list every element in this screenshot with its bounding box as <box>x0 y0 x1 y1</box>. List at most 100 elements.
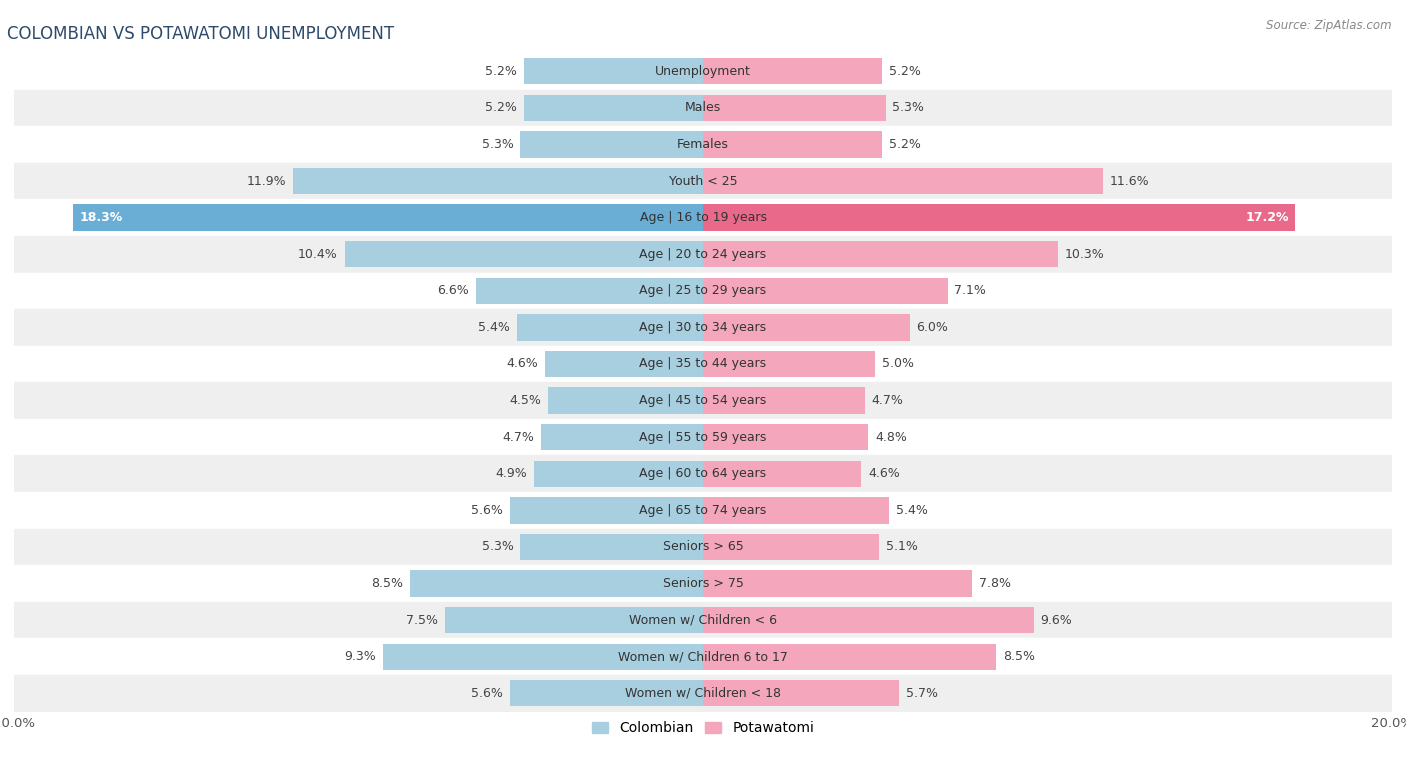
Bar <box>534 460 703 487</box>
Bar <box>14 456 1392 492</box>
Bar <box>703 204 1295 231</box>
Text: 4.6%: 4.6% <box>869 467 900 480</box>
Text: 5.7%: 5.7% <box>907 687 938 699</box>
Bar <box>14 309 1392 346</box>
Bar <box>703 58 882 85</box>
Bar <box>703 424 869 450</box>
Bar <box>411 570 703 597</box>
Bar <box>703 278 948 304</box>
Text: 9.6%: 9.6% <box>1040 614 1073 627</box>
Text: 4.9%: 4.9% <box>495 467 527 480</box>
Text: Unemployment: Unemployment <box>655 65 751 78</box>
Text: 10.3%: 10.3% <box>1064 248 1105 260</box>
Bar <box>703 95 886 121</box>
Text: 5.1%: 5.1% <box>886 540 918 553</box>
Text: 4.8%: 4.8% <box>875 431 907 444</box>
Bar <box>475 278 703 304</box>
Bar <box>703 350 875 377</box>
Bar <box>73 204 703 231</box>
Bar <box>548 388 703 414</box>
Bar <box>703 570 972 597</box>
Text: Age | 60 to 64 years: Age | 60 to 64 years <box>640 467 766 480</box>
Bar <box>703 607 1033 634</box>
Text: Women w/ Children < 18: Women w/ Children < 18 <box>626 687 780 699</box>
Text: Age | 20 to 24 years: Age | 20 to 24 years <box>640 248 766 260</box>
Text: 9.3%: 9.3% <box>344 650 375 663</box>
Text: Age | 25 to 29 years: Age | 25 to 29 years <box>640 285 766 298</box>
Bar <box>14 492 1392 528</box>
Text: 5.3%: 5.3% <box>893 101 924 114</box>
Text: 5.4%: 5.4% <box>478 321 510 334</box>
Text: 8.5%: 8.5% <box>1002 650 1035 663</box>
Bar <box>703 168 1102 195</box>
Text: 6.0%: 6.0% <box>917 321 949 334</box>
Text: 5.2%: 5.2% <box>485 65 517 78</box>
Text: 4.5%: 4.5% <box>509 394 541 407</box>
Text: Women w/ Children 6 to 17: Women w/ Children 6 to 17 <box>619 650 787 663</box>
Text: Women w/ Children < 6: Women w/ Children < 6 <box>628 614 778 627</box>
Bar <box>14 382 1392 419</box>
Text: Source: ZipAtlas.com: Source: ZipAtlas.com <box>1267 19 1392 32</box>
Bar <box>14 236 1392 273</box>
Bar <box>14 565 1392 602</box>
Text: Age | 16 to 19 years: Age | 16 to 19 years <box>640 211 766 224</box>
Bar <box>14 199 1392 236</box>
Text: 4.7%: 4.7% <box>872 394 904 407</box>
Bar <box>703 241 1057 267</box>
Legend: Colombian, Potawatomi: Colombian, Potawatomi <box>586 716 820 741</box>
Text: 5.0%: 5.0% <box>882 357 914 370</box>
Text: 5.2%: 5.2% <box>485 101 517 114</box>
Bar <box>703 680 900 706</box>
Bar <box>14 675 1392 712</box>
Text: 5.3%: 5.3% <box>482 540 513 553</box>
Bar <box>703 497 889 524</box>
Bar <box>703 643 995 670</box>
Bar <box>520 131 703 157</box>
Bar <box>14 53 1392 89</box>
Text: Females: Females <box>678 138 728 151</box>
Text: 7.1%: 7.1% <box>955 285 987 298</box>
Text: 8.5%: 8.5% <box>371 577 404 590</box>
Text: 11.9%: 11.9% <box>246 175 287 188</box>
Text: 5.3%: 5.3% <box>482 138 513 151</box>
Bar <box>703 131 882 157</box>
Bar <box>382 643 703 670</box>
Bar <box>517 314 703 341</box>
Bar <box>14 419 1392 456</box>
Bar <box>520 534 703 560</box>
Bar <box>14 602 1392 638</box>
Bar <box>524 58 703 85</box>
Bar <box>14 273 1392 309</box>
Bar <box>703 534 879 560</box>
Text: Age | 35 to 44 years: Age | 35 to 44 years <box>640 357 766 370</box>
Bar <box>703 460 862 487</box>
Text: Seniors > 75: Seniors > 75 <box>662 577 744 590</box>
Bar <box>703 388 865 414</box>
Text: 4.6%: 4.6% <box>506 357 537 370</box>
Text: 5.6%: 5.6% <box>471 504 503 517</box>
Text: 7.5%: 7.5% <box>406 614 437 627</box>
Text: 4.7%: 4.7% <box>502 431 534 444</box>
Text: Age | 55 to 59 years: Age | 55 to 59 years <box>640 431 766 444</box>
Text: 5.6%: 5.6% <box>471 687 503 699</box>
Bar <box>14 346 1392 382</box>
Bar <box>14 163 1392 199</box>
Text: Youth < 25: Youth < 25 <box>669 175 737 188</box>
Text: 18.3%: 18.3% <box>80 211 122 224</box>
Text: Seniors > 65: Seniors > 65 <box>662 540 744 553</box>
Bar <box>510 680 703 706</box>
Bar <box>14 528 1392 565</box>
Bar <box>14 638 1392 675</box>
Bar <box>444 607 703 634</box>
Text: 17.2%: 17.2% <box>1246 211 1289 224</box>
Text: 5.4%: 5.4% <box>896 504 928 517</box>
Text: Age | 45 to 54 years: Age | 45 to 54 years <box>640 394 766 407</box>
Text: Age | 30 to 34 years: Age | 30 to 34 years <box>640 321 766 334</box>
Text: Males: Males <box>685 101 721 114</box>
Bar <box>344 241 703 267</box>
Text: 5.2%: 5.2% <box>889 138 921 151</box>
Text: Age | 65 to 74 years: Age | 65 to 74 years <box>640 504 766 517</box>
Text: 11.6%: 11.6% <box>1109 175 1149 188</box>
Bar <box>544 350 703 377</box>
Bar <box>510 497 703 524</box>
